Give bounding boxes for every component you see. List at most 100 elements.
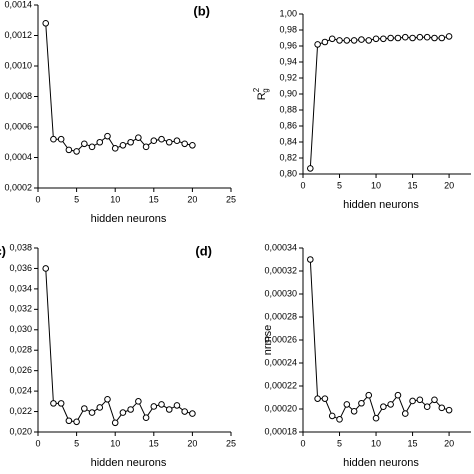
data-point <box>365 391 373 399</box>
y-tick-label: 0,98 <box>279 24 297 34</box>
y-tick-label: 0,84 <box>279 136 297 146</box>
y-tick-label: 0,90 <box>279 88 297 98</box>
panel-label: (c) <box>0 243 6 258</box>
panel-label: (d) <box>195 243 212 258</box>
y-tick-label: 0,034 <box>9 283 32 293</box>
data-point <box>158 401 165 408</box>
data-point <box>372 414 380 422</box>
x-tick-label: 10 <box>371 180 381 190</box>
x-tick-label: 10 <box>110 194 120 204</box>
data-point <box>173 137 181 145</box>
y-tick-label: 0,024 <box>9 385 32 395</box>
y-axis-label-main: R <box>256 92 268 100</box>
data-point <box>328 412 336 420</box>
y-tick-label: 0,82 <box>279 152 297 162</box>
data-point <box>365 37 373 44</box>
data-point <box>57 400 65 407</box>
y-tick-label: 0,86 <box>279 120 297 130</box>
y-tick-label: 0,00020 <box>264 403 297 413</box>
x-tick-label: 5 <box>337 438 342 448</box>
data-point <box>372 35 380 43</box>
x-tick-label: 5 <box>74 438 79 448</box>
data-point <box>42 20 50 27</box>
data-point <box>142 143 150 151</box>
data-point <box>50 400 57 407</box>
y-axis-label: nrmse <box>262 325 274 356</box>
data-point <box>307 165 314 172</box>
data-point <box>81 140 88 148</box>
data-line <box>309 35 450 169</box>
data-point <box>336 416 343 423</box>
y-tick-label: 0,020 <box>9 426 32 436</box>
x-tick-label: 20 <box>444 180 454 190</box>
data-point <box>111 145 119 152</box>
data-point <box>189 142 196 149</box>
data-point <box>189 410 196 417</box>
y-tick-label: 0,00028 <box>264 311 297 321</box>
data-point <box>135 398 142 405</box>
y-tick-label: 0,038 <box>9 242 32 252</box>
data-point <box>88 409 96 416</box>
y-tick-label: 0,00030 <box>264 288 297 298</box>
y-tick-label: 0,0002 <box>4 182 32 192</box>
x-tick-label: 15 <box>149 194 159 204</box>
data-point <box>142 414 150 421</box>
data-point <box>358 399 365 407</box>
data-point <box>158 135 165 143</box>
data-point <box>65 146 73 154</box>
data-point <box>328 35 336 43</box>
x-tick-label: 15 <box>408 438 418 448</box>
y-tick-label: 0,00032 <box>264 265 297 275</box>
x-axis-label: hidden neurons <box>91 213 167 225</box>
x-tick-label: 5 <box>337 180 342 190</box>
x-tick-label: 25 <box>226 194 236 204</box>
y-tick-label: 0,00034 <box>264 242 297 252</box>
data-point <box>394 34 402 42</box>
data-point <box>104 132 111 140</box>
x-axis-label: hidden neurons <box>343 457 419 469</box>
x-tick-label: 15 <box>149 438 159 448</box>
x-tick-label: 20 <box>187 438 197 448</box>
data-point <box>401 33 409 41</box>
y-tick-label: 0,0006 <box>4 121 32 131</box>
y-tick-label: 0,022 <box>9 406 32 416</box>
y-axis-label-sub: g <box>261 88 270 92</box>
data-point <box>150 403 158 410</box>
y-tick-label: 0,00018 <box>264 426 297 436</box>
data-point <box>431 34 438 42</box>
y-tick-label: 0,0008 <box>4 91 32 101</box>
x-tick-label: 20 <box>187 194 197 204</box>
data-point <box>50 135 57 143</box>
y-tick-label: 0,0010 <box>4 60 32 70</box>
data-point <box>314 41 321 48</box>
y-tick-label: 0,88 <box>279 104 297 114</box>
data-point <box>173 402 181 409</box>
data-point <box>423 403 431 411</box>
data-point <box>445 33 453 40</box>
data-point <box>73 418 80 426</box>
data-point <box>111 419 119 427</box>
y-tick-label: 0,96 <box>279 40 297 50</box>
x-tick-label: 0 <box>35 194 40 204</box>
data-point <box>65 417 73 425</box>
data-point <box>81 405 88 412</box>
y-tick-label: 0,036 <box>9 263 32 273</box>
x-axis-label: hidden neurons <box>91 457 167 469</box>
y-tick-label: 0,80 <box>279 168 297 178</box>
y-tick-label: 0,00024 <box>264 357 297 367</box>
data-point <box>314 395 321 402</box>
y-axis-label: R2g <box>252 87 270 100</box>
data-point <box>358 36 365 43</box>
y-tick-label: 0,00022 <box>264 380 297 390</box>
data-point <box>416 33 424 41</box>
data-point <box>387 34 394 42</box>
data-point <box>119 142 127 149</box>
data-point <box>409 397 416 405</box>
data-point <box>350 408 358 415</box>
data-point <box>350 37 358 44</box>
x-tick-label: 0 <box>300 180 305 190</box>
data-point <box>181 408 188 415</box>
x-tick-label: 20 <box>444 438 454 448</box>
data-point <box>380 403 387 411</box>
